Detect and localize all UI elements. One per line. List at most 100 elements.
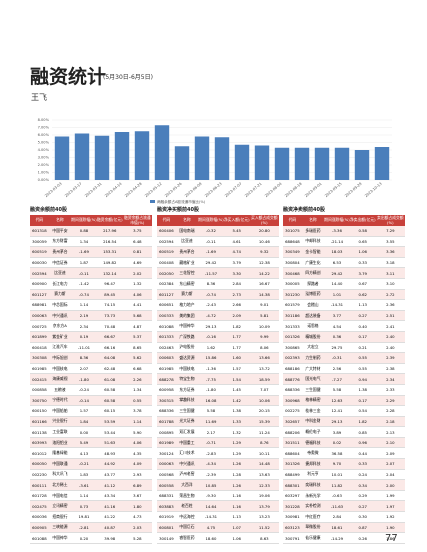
table-cell: 000333 [157,310,176,322]
table-cell: 600519 [30,246,49,258]
table-cell: 688336 [283,384,302,396]
column-header: 融资余额占流通市值(%) [122,215,152,226]
table-cell: 五粮液 [48,384,72,396]
table-cell: 301075 [283,226,302,237]
table-cell: 64.08 [96,352,123,364]
table-cell: 300308 [30,352,49,364]
table-cell: 2.34 [375,373,405,385]
table-cell: 2.41 [375,320,405,332]
table-cell: 002594 [157,236,176,248]
table-cell: 中国重工 [175,437,199,449]
table-cell: 12.41 [324,405,350,417]
column-header: 代码 [30,215,49,226]
y-tick-label: 5.00% [38,141,50,145]
table-cell: 300315 [157,395,176,407]
bar [354,150,370,180]
bar [54,136,70,180]
table-cell: 2.34 [71,320,97,332]
y-tick-label: 6.00% [38,133,50,137]
table-cell: 1.97 [375,500,405,513]
table-cell: 1.83 [71,469,97,481]
table-cell: 601919 [157,511,176,523]
table: 代码 名称 期间涨跌幅(%) 融资余额(亿元) 融资余额占流通市值(%) 601318 中国… [30,215,152,544]
table-cell: 4.69 [122,257,152,269]
table-cell: -1.69 [198,246,224,258]
bar [334,147,350,180]
bar [134,131,150,180]
table-cell: 赛力斯 [48,289,72,301]
table-cell: 4.06 [122,289,152,301]
table-cell: 3.89 [324,426,350,438]
table-cell: 66.67 [96,331,123,343]
table-cell: 600111 [30,479,49,491]
table: 代码 名称 期间涨跌幅(%) 净卖出额(亿元) 卖出额占成交额(%) 301075 多瑞医药… [283,215,405,544]
table-cell: 4.61 [223,236,250,248]
table-cell: 0.20 [71,532,97,544]
table-cell: 兴业银行 [48,416,72,428]
table-cell: 601728 [30,490,49,502]
table-cell: 16.67 [249,278,279,290]
table-cell: 3.10 [375,278,405,290]
table-cell: 688301 [283,479,302,491]
table-cell: 0.29 [349,490,376,502]
table-cell: -0.14 [71,395,97,407]
bar [154,125,170,180]
table-cell: 中兴通讯 [175,458,199,470]
table-cell: 12.38 [249,257,279,269]
table-cell: 3.78 [122,405,152,417]
column-header: 代码 [283,215,302,226]
table-cell: 宁德时代 [48,395,72,407]
table-cell: 0.17 [349,331,376,343]
table-cell: 29.13 [198,320,224,332]
table-cell: 江淮汽车 [48,342,72,354]
table-cell: 000725 [30,320,49,332]
table-cell: 3.75 [122,226,152,237]
table-cell: 光大证券 [175,416,199,428]
table-cell: 0.17 [349,395,376,407]
table-cell: 18.03 [324,246,350,258]
table-cell: 1.26 [223,458,250,470]
table-cell: 301186 [283,310,302,322]
table-cell: 601166 [30,416,49,428]
table-cell: 20.80 [249,226,279,237]
table-cell: 0.81 [122,246,152,258]
table-cell: 600030 [30,257,49,269]
table-cell: 000603 [157,352,176,364]
table-cell: 0.00 [71,426,97,438]
table-cell: 隆基绿能 [48,447,72,460]
table-cell: 601989 [157,437,176,449]
table-cell: 153.31 [96,246,123,258]
table-cell: 002475 [30,500,49,513]
table-cell: 2.66 [223,299,250,311]
bar [94,135,110,180]
chart: 0.00% 1.00% 2.00% 3.00% 4.00% 5.00% 6.00% 7.00%… [38,118,392,204]
x-tick-label: 2023-07-21 [244,182,263,198]
column-header: 期间涨跌幅(%) [324,215,350,226]
table-cell: 广大特材 [301,363,325,375]
table-cell: 1.32 [122,278,152,290]
x-tick-label: 2023-09-01 [304,182,323,198]
table-cell: -0.31 [324,352,350,364]
table-cell: 10.11 [249,447,279,460]
bar [254,145,270,180]
table-cell: 15.39 [249,416,279,428]
table-cell: 688776 [283,373,302,385]
table-cell: 会稽山 [301,299,325,311]
table-cell: 61.08 [96,373,123,385]
table-title: 融资净买额前40股 [157,207,199,213]
table-cell: 70.48 [96,320,123,332]
bar [74,133,90,180]
table-cell: 4.73 [122,511,152,523]
x-tick-label: 2023-05-26 [164,181,183,198]
bar [214,137,230,180]
table-cell: 1.80 [122,500,152,513]
table-cell: 4.06 [122,437,152,449]
table-cell: 5.37 [122,331,152,343]
x-tick-label: 2023-06-09 [184,181,203,198]
table-cell: 41.22 [96,511,123,523]
x-tick-label: 2023-03-31 [84,182,103,198]
table-cell: 实朴检测 [301,500,325,513]
table-cell: 002415 [30,373,49,385]
table-cell: 10.01 [324,469,350,481]
table-cell: 53.44 [96,426,123,438]
